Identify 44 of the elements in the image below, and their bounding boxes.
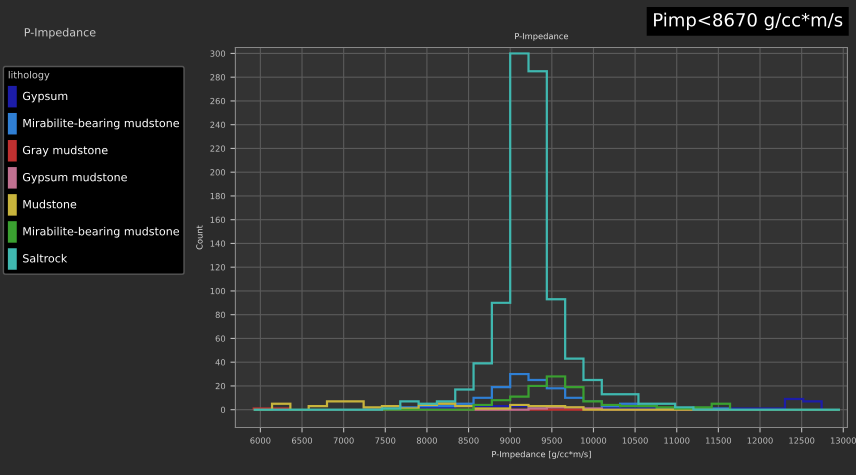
text: Pimp<8670 g/cc*m/s	[654, 12, 842, 30]
legend-label: Mirabilite-bearing mudstone	[23, 226, 180, 238]
y-tick-label: 160	[210, 216, 226, 223]
x-tick-label: 8500	[458, 437, 479, 444]
x-tick-label: 6500	[292, 437, 312, 444]
y-tick-label: 60	[216, 335, 226, 342]
y-tick-label: 40	[215, 359, 226, 366]
chart-title: P-Impedance	[515, 32, 568, 41]
legend-label: Saltrock	[23, 254, 68, 263]
x-tick-label: 6000	[250, 437, 270, 444]
legend-label: Mudstone	[23, 200, 76, 208]
y-tick-label: 180	[210, 192, 226, 200]
legend-label: Gray mudstone	[22, 146, 108, 156]
y-tick-label: 100	[210, 288, 226, 294]
y-tick-label: 260	[210, 98, 226, 104]
x-tick-label: 7000	[334, 437, 354, 444]
x-tick-label: 9000	[500, 437, 520, 444]
y-tick-label: 280	[210, 74, 226, 80]
x-tick-label: 10500	[622, 437, 648, 444]
x-tick-label: 11500	[706, 437, 732, 444]
y-tick-label: 200	[210, 169, 226, 176]
y-tick-label: 140	[210, 240, 226, 247]
x-tick-label: 13000	[830, 437, 856, 444]
x-tick-label: 12500	[789, 437, 814, 444]
x-axis-title: P-Impedance [g/cc*m/s]	[492, 450, 591, 459]
x-tick-label: 9500	[542, 437, 562, 444]
legend-label: Gypsum mudstone	[22, 172, 127, 184]
y-tick-label: 0	[220, 406, 226, 413]
y-tick-label: 300	[210, 50, 226, 57]
x-tick-label: 12000	[748, 437, 773, 444]
y-tick-label: 20	[216, 382, 226, 390]
text: P-Impedance	[24, 28, 96, 39]
legend-label: Mirabilite-bearing mudstone	[23, 118, 180, 130]
x-tick-label: 10000	[581, 437, 606, 444]
y-tick-label: 240	[210, 122, 226, 128]
y-axis-title: Count	[196, 225, 203, 250]
x-tick-label: 8000	[416, 437, 437, 444]
x-tick-label: 7500	[375, 437, 396, 444]
y-tick-label: 80	[216, 312, 226, 318]
legend-label: Gypsum	[22, 92, 68, 102]
y-tick-label: 220	[210, 145, 226, 152]
legend-title: lithology	[8, 70, 50, 80]
y-tick-label: 120	[210, 264, 226, 270]
x-tick-label: 11000	[664, 437, 690, 444]
